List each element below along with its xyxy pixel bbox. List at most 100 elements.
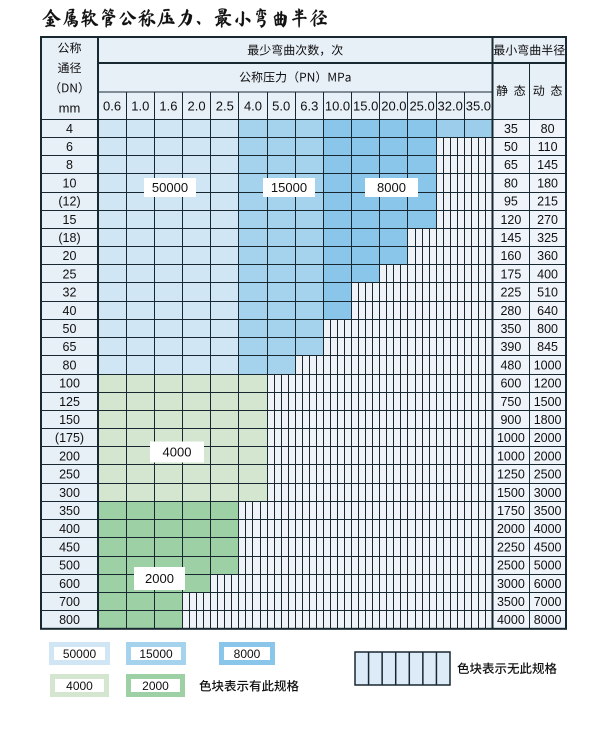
svg-text:160: 160 bbox=[500, 249, 521, 263]
svg-text:1500: 1500 bbox=[534, 395, 562, 409]
svg-text:145: 145 bbox=[537, 158, 558, 172]
svg-text:480: 480 bbox=[500, 358, 521, 372]
svg-text:4: 4 bbox=[66, 122, 73, 136]
svg-text:280: 280 bbox=[500, 304, 521, 318]
svg-text:25.0: 25.0 bbox=[409, 99, 434, 114]
svg-text:65: 65 bbox=[63, 340, 77, 354]
svg-text:1.0: 1.0 bbox=[131, 99, 149, 114]
svg-text:600: 600 bbox=[500, 377, 521, 391]
svg-text:4.0: 4.0 bbox=[244, 99, 262, 114]
svg-text:8000: 8000 bbox=[377, 180, 406, 195]
svg-text:1250: 1250 bbox=[497, 468, 525, 482]
svg-text:800: 800 bbox=[59, 613, 80, 627]
svg-text:15000: 15000 bbox=[271, 180, 307, 195]
svg-text:32: 32 bbox=[63, 286, 77, 300]
svg-text:400: 400 bbox=[537, 267, 558, 281]
svg-text:510: 510 bbox=[537, 286, 558, 300]
svg-text:200: 200 bbox=[59, 449, 80, 463]
svg-text:360: 360 bbox=[537, 249, 558, 263]
svg-text:5000: 5000 bbox=[534, 559, 562, 573]
svg-text:2000: 2000 bbox=[145, 571, 174, 586]
svg-text:50: 50 bbox=[504, 140, 518, 154]
svg-text:900: 900 bbox=[500, 413, 521, 427]
svg-text:50: 50 bbox=[63, 322, 77, 336]
svg-text:4000: 4000 bbox=[534, 522, 562, 536]
svg-text:15: 15 bbox=[63, 213, 77, 227]
svg-text:2250: 2250 bbox=[497, 540, 525, 554]
svg-text:4000: 4000 bbox=[497, 613, 525, 627]
svg-text:845: 845 bbox=[537, 340, 558, 354]
svg-text:1000: 1000 bbox=[497, 431, 525, 445]
svg-text:2000: 2000 bbox=[534, 431, 562, 445]
svg-text:100: 100 bbox=[59, 377, 80, 391]
svg-text:215: 215 bbox=[537, 195, 558, 209]
svg-text:1000: 1000 bbox=[497, 449, 525, 463]
svg-text:145: 145 bbox=[500, 231, 521, 245]
svg-text:225: 225 bbox=[500, 286, 521, 300]
svg-text:800: 800 bbox=[537, 322, 558, 336]
svg-text:1800: 1800 bbox=[534, 413, 562, 427]
svg-text:5.0: 5.0 bbox=[272, 99, 290, 114]
svg-text:7000: 7000 bbox=[534, 595, 562, 609]
svg-text:3000: 3000 bbox=[534, 486, 562, 500]
svg-text:125: 125 bbox=[59, 395, 80, 409]
svg-text:3500: 3500 bbox=[497, 595, 525, 609]
svg-text:2.5: 2.5 bbox=[216, 99, 234, 114]
svg-text:640: 640 bbox=[537, 304, 558, 318]
svg-text:350: 350 bbox=[59, 504, 80, 518]
svg-text:1.6: 1.6 bbox=[159, 99, 177, 114]
svg-text:80: 80 bbox=[541, 122, 555, 136]
svg-text:35.0: 35.0 bbox=[466, 99, 491, 114]
svg-text:10.0: 10.0 bbox=[325, 99, 350, 114]
svg-text:15000: 15000 bbox=[139, 647, 173, 661]
svg-text:2500: 2500 bbox=[497, 559, 525, 573]
svg-text:300: 300 bbox=[59, 486, 80, 500]
svg-text:8000: 8000 bbox=[234, 647, 261, 661]
svg-text:2.0: 2.0 bbox=[188, 99, 206, 114]
svg-text:6.3: 6.3 bbox=[300, 99, 318, 114]
svg-text:1750: 1750 bbox=[497, 504, 525, 518]
svg-text:600: 600 bbox=[59, 577, 80, 591]
svg-text:2000: 2000 bbox=[142, 679, 169, 693]
svg-text:80: 80 bbox=[63, 358, 77, 372]
svg-text:(18): (18) bbox=[58, 231, 80, 245]
svg-text:270: 270 bbox=[537, 213, 558, 227]
svg-text:2000: 2000 bbox=[534, 449, 562, 463]
svg-text:3500: 3500 bbox=[534, 504, 562, 518]
svg-text:2500: 2500 bbox=[534, 468, 562, 482]
svg-text:3000: 3000 bbox=[497, 577, 525, 591]
svg-text:8: 8 bbox=[66, 158, 73, 172]
svg-text:2000: 2000 bbox=[497, 522, 525, 536]
svg-text:25: 25 bbox=[63, 267, 77, 281]
svg-text:120: 120 bbox=[500, 213, 521, 227]
svg-text:390: 390 bbox=[500, 340, 521, 354]
svg-text:4000: 4000 bbox=[163, 445, 192, 460]
svg-text:250: 250 bbox=[59, 468, 80, 482]
svg-text:400: 400 bbox=[59, 522, 80, 536]
svg-text:50000: 50000 bbox=[63, 647, 97, 661]
svg-text:20.0: 20.0 bbox=[381, 99, 406, 114]
svg-text:8000: 8000 bbox=[534, 613, 562, 627]
svg-text:(175): (175) bbox=[55, 431, 84, 445]
svg-text:325: 325 bbox=[537, 231, 558, 245]
svg-text:1000: 1000 bbox=[534, 358, 562, 372]
svg-text:150: 150 bbox=[59, 413, 80, 427]
svg-text:20: 20 bbox=[63, 249, 77, 263]
svg-text:95: 95 bbox=[504, 195, 518, 209]
svg-text:15.0: 15.0 bbox=[353, 99, 378, 114]
svg-text:6000: 6000 bbox=[534, 577, 562, 591]
svg-text:350: 350 bbox=[500, 322, 521, 336]
svg-text:mm: mm bbox=[59, 100, 81, 115]
svg-text:180: 180 bbox=[537, 176, 558, 190]
svg-text:750: 750 bbox=[500, 395, 521, 409]
svg-text:35: 35 bbox=[504, 122, 518, 136]
svg-text:(12): (12) bbox=[58, 195, 80, 209]
svg-text:110: 110 bbox=[538, 140, 558, 154]
svg-text:50000: 50000 bbox=[152, 180, 188, 195]
svg-text:500: 500 bbox=[59, 559, 80, 573]
svg-text:175: 175 bbox=[500, 267, 521, 281]
svg-text:40: 40 bbox=[63, 304, 77, 318]
svg-text:0.6: 0.6 bbox=[103, 99, 121, 114]
svg-text:700: 700 bbox=[59, 595, 80, 609]
svg-text:1500: 1500 bbox=[497, 486, 525, 500]
